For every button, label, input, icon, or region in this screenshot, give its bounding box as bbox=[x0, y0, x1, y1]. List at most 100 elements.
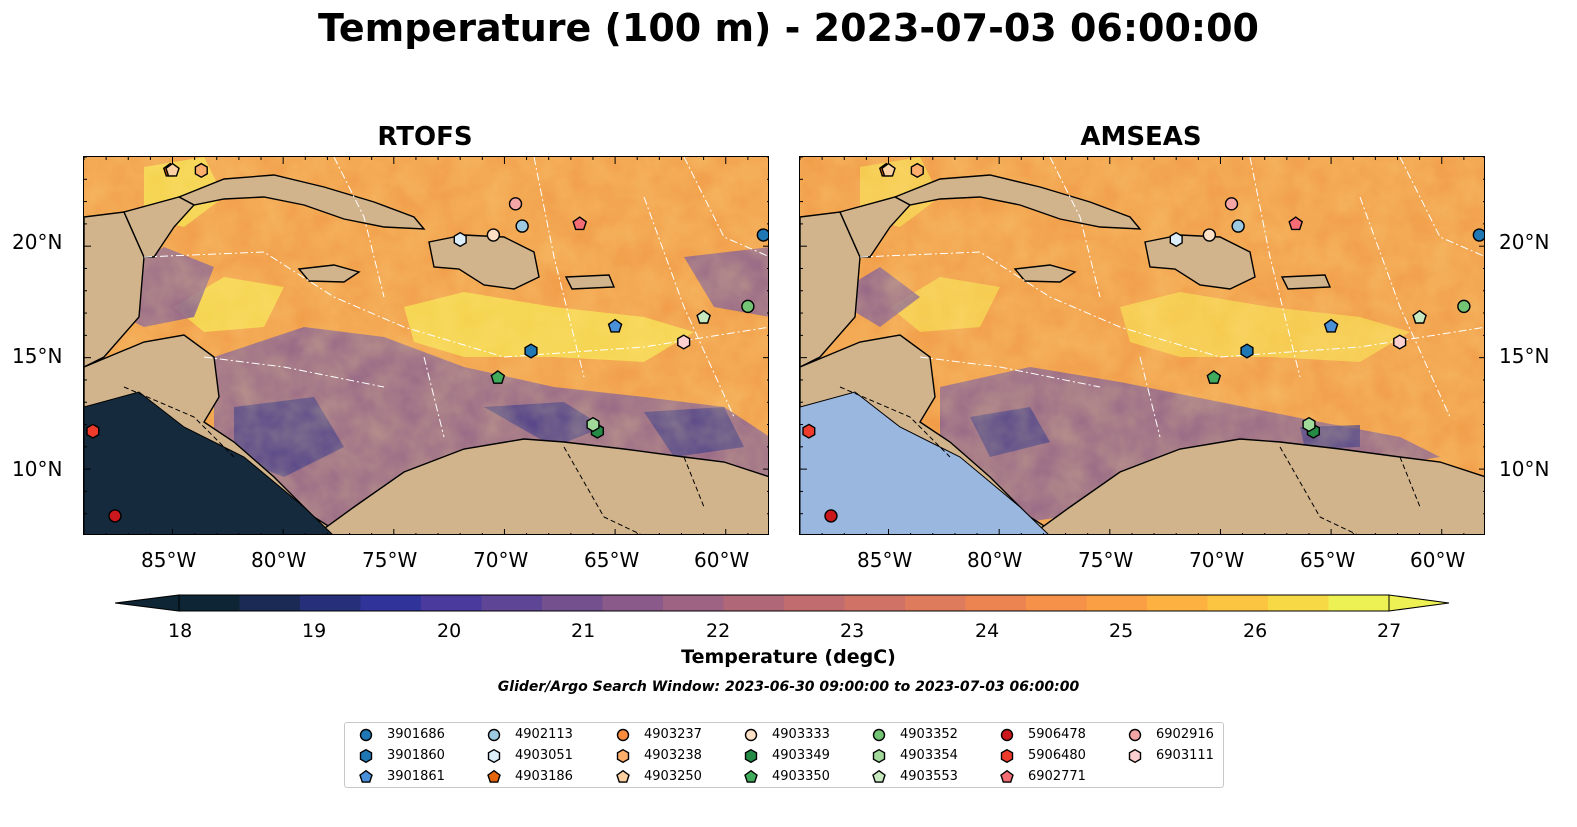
legend-marker-6903111[interactable] bbox=[1128, 748, 1142, 764]
circle-marker-icon bbox=[1000, 728, 1014, 742]
legend-marker-4903352[interactable] bbox=[872, 728, 886, 742]
float-marker-4903238[interactable] bbox=[910, 162, 924, 179]
float-marker-6902771[interactable] bbox=[572, 216, 588, 231]
legend-marker-3901861[interactable] bbox=[359, 769, 373, 783]
circle-marker-icon bbox=[1128, 728, 1142, 742]
legend-label: 3901686 bbox=[387, 727, 445, 742]
lat-label-15n-right: 15°N bbox=[1499, 344, 1550, 368]
legend-marker-4903051[interactable] bbox=[487, 748, 501, 764]
colorbar-segment bbox=[663, 595, 724, 611]
legend-label: 4903553 bbox=[900, 769, 958, 784]
legend-marker-4902113[interactable] bbox=[487, 728, 501, 742]
legend-marker-4903553[interactable] bbox=[872, 769, 886, 783]
float-marker-6903111[interactable] bbox=[1393, 334, 1407, 350]
lon-label-80w-a: 80°W bbox=[251, 548, 307, 572]
colorbar-segment bbox=[179, 595, 240, 611]
float-marker-5906480[interactable] bbox=[86, 423, 100, 439]
float-marker-3901861[interactable] bbox=[607, 318, 623, 333]
lon-label-75w-b: 75°W bbox=[1078, 548, 1134, 572]
land-mass bbox=[1144, 234, 1256, 290]
float-marker-6902916[interactable] bbox=[1224, 197, 1239, 211]
colorbar-tick-24: 24 bbox=[975, 620, 1000, 642]
float-marker-4903352[interactable] bbox=[1457, 299, 1471, 314]
legend-marker-4903349[interactable] bbox=[744, 748, 758, 764]
float-marker-4903354[interactable] bbox=[1302, 416, 1316, 433]
float-marker-5906478[interactable] bbox=[108, 509, 122, 523]
float-marker-4903051[interactable] bbox=[1169, 231, 1183, 248]
float-marker-6903111[interactable] bbox=[677, 334, 691, 350]
colorbar-tick-20: 20 bbox=[437, 620, 462, 642]
legend-marker-4903333[interactable] bbox=[744, 728, 758, 742]
land-mass bbox=[1013, 264, 1077, 283]
colorbar-segment bbox=[784, 595, 845, 611]
hexagon-marker-icon bbox=[872, 748, 886, 764]
float-marker-3901860[interactable] bbox=[1240, 343, 1254, 359]
legend-marker-3901686[interactable] bbox=[359, 728, 373, 742]
figure-title: Temperature (100 m) - 2023-07-03 06:00:0… bbox=[317, 6, 1259, 50]
legend-label: 3901861 bbox=[387, 769, 445, 784]
colorbar-segment bbox=[1207, 595, 1269, 611]
hexagon-marker-icon bbox=[616, 748, 630, 764]
float-marker-4903333[interactable] bbox=[1202, 228, 1217, 242]
legend-marker-6902916[interactable] bbox=[1128, 728, 1142, 742]
circle-marker-icon bbox=[744, 728, 758, 742]
legend-marker-6902771[interactable] bbox=[1000, 769, 1014, 783]
legend-marker-5906478[interactable] bbox=[1000, 728, 1014, 742]
colorbar-segment bbox=[905, 595, 966, 611]
float-marker-5906480[interactable] bbox=[802, 423, 816, 439]
legend-marker-4903238[interactable] bbox=[616, 748, 630, 764]
pentagon-marker-icon bbox=[616, 769, 630, 783]
lon-label-65w-b: 65°W bbox=[1300, 548, 1356, 572]
float-marker-3901686[interactable] bbox=[756, 228, 769, 242]
float-marker-4902113[interactable] bbox=[515, 219, 529, 233]
float-marker-3901861[interactable] bbox=[1323, 318, 1339, 333]
legend-marker-5906480[interactable] bbox=[1000, 748, 1014, 764]
pentagon-marker-icon bbox=[744, 769, 758, 783]
legend-label: 5906480 bbox=[1028, 748, 1086, 763]
map-panel-rtofs[interactable] bbox=[83, 156, 769, 535]
float-marker-4903250[interactable] bbox=[881, 162, 896, 177]
colorbar-segment bbox=[1268, 595, 1329, 611]
land-mass bbox=[1031, 438, 1484, 534]
circle-marker-icon bbox=[872, 728, 886, 742]
float-marker-3901686[interactable] bbox=[1472, 228, 1485, 242]
float-marker-4903350[interactable] bbox=[1206, 370, 1222, 384]
lon-label-60w-a: 60°W bbox=[694, 548, 750, 572]
legend-label: 4903352 bbox=[900, 727, 958, 742]
lon-label-85w-a: 85°W bbox=[141, 548, 197, 572]
map-panel-amseas[interactable] bbox=[799, 156, 1485, 535]
float-marker-4903333[interactable] bbox=[486, 228, 501, 242]
float-marker-4903553[interactable] bbox=[696, 309, 711, 324]
legend-marker-4903350[interactable] bbox=[744, 769, 758, 783]
land-mass bbox=[564, 274, 616, 290]
float-marker-6902916[interactable] bbox=[508, 197, 523, 211]
float-marker-4902113[interactable] bbox=[1231, 219, 1245, 233]
land-mass bbox=[1280, 274, 1332, 290]
float-marker-4903354[interactable] bbox=[586, 416, 600, 433]
colorbar-tick-22: 22 bbox=[706, 620, 731, 642]
colorbar-segment bbox=[723, 595, 785, 611]
lon-label-60w-b: 60°W bbox=[1410, 548, 1466, 572]
float-marker-4903352[interactable] bbox=[741, 299, 755, 314]
float-marker-4903051[interactable] bbox=[453, 231, 467, 248]
legend-label: 6903111 bbox=[1156, 748, 1214, 763]
legend-marker-4903250[interactable] bbox=[616, 769, 630, 783]
legend-marker-4903354[interactable] bbox=[872, 748, 886, 764]
legend-marker-3901860[interactable] bbox=[359, 748, 373, 764]
hexagon-marker-icon bbox=[744, 748, 758, 764]
float-marker-4903350[interactable] bbox=[490, 370, 506, 384]
legend-marker-4903186[interactable] bbox=[487, 769, 501, 783]
float-marker-5906478[interactable] bbox=[824, 509, 838, 523]
float-marker-6902771[interactable] bbox=[1288, 216, 1304, 231]
colorbar-extend-high bbox=[1388, 594, 1450, 612]
legend-marker-4903237[interactable] bbox=[616, 728, 630, 742]
hexagon-marker-icon bbox=[359, 748, 373, 764]
colorbar-segment bbox=[481, 595, 543, 611]
float-marker-4903238[interactable] bbox=[194, 162, 208, 179]
colorbar-tick-21: 21 bbox=[571, 620, 596, 642]
float-marker-4903250[interactable] bbox=[165, 162, 180, 177]
float-marker-3901860[interactable] bbox=[524, 343, 538, 359]
lon-label-70w-b: 70°W bbox=[1189, 548, 1245, 572]
legend-label: 5906478 bbox=[1028, 727, 1086, 742]
float-marker-4903553[interactable] bbox=[1412, 309, 1427, 324]
